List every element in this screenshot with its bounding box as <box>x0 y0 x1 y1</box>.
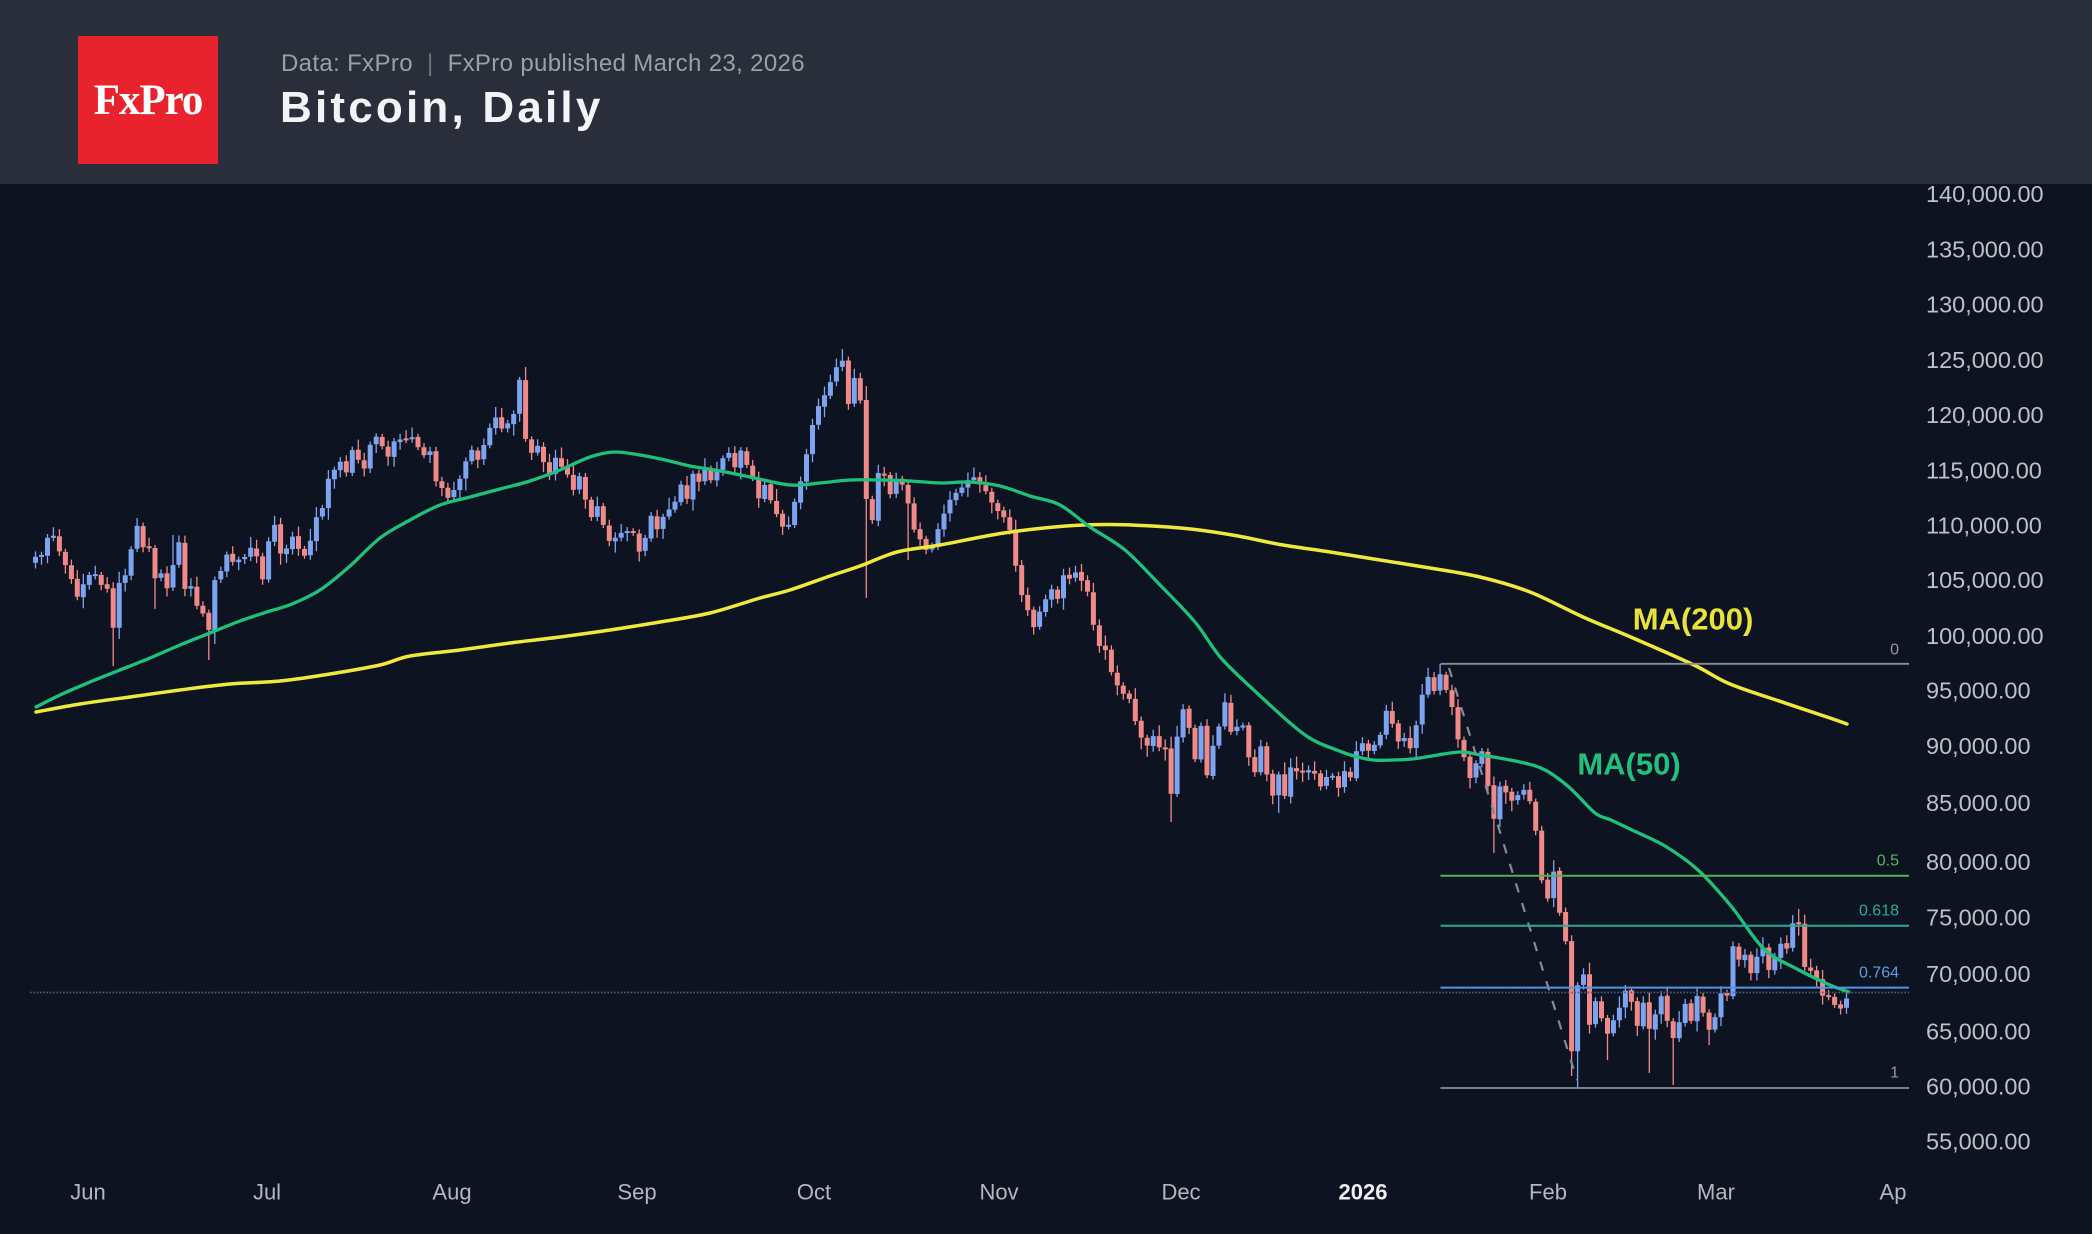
svg-text:90,000.00: 90,000.00 <box>1926 733 2031 759</box>
svg-text:Data: FxPro | FxPro publishe: Data: FxPro | FxPro published March 23, … <box>281 50 805 77</box>
svg-text:95,000.00: 95,000.00 <box>1926 677 2031 703</box>
svg-text:60,000.00: 60,000.00 <box>1926 1074 2031 1100</box>
svg-text:125,000.00: 125,000.00 <box>1926 347 2044 373</box>
svg-text:Aug: Aug <box>432 1180 471 1205</box>
svg-text:65,000.00: 65,000.00 <box>1926 1018 2031 1044</box>
svg-text:115,000.00: 115,000.00 <box>1926 458 2042 484</box>
svg-text:MA(200): MA(200) <box>1633 602 1754 637</box>
svg-text:Jul: Jul <box>253 1180 281 1205</box>
svg-text:Bitcoin, Daily: Bitcoin, Daily <box>280 83 604 132</box>
svg-text:135,000.00: 135,000.00 <box>1926 237 2044 263</box>
svg-text:MA(50): MA(50) <box>1577 747 1680 782</box>
svg-text:Feb: Feb <box>1529 1180 1567 1205</box>
svg-text:130,000.00: 130,000.00 <box>1926 292 2044 318</box>
svg-text:Oct: Oct <box>797 1180 831 1205</box>
svg-text:0.618: 0.618 <box>1859 903 1899 920</box>
svg-text:Sep: Sep <box>617 1180 656 1205</box>
svg-text:Dec: Dec <box>1161 1180 1200 1205</box>
svg-text:120,000.00: 120,000.00 <box>1926 402 2044 428</box>
svg-text:0.764: 0.764 <box>1859 965 1899 982</box>
svg-text:80,000.00: 80,000.00 <box>1926 849 2031 875</box>
svg-text:110,000.00: 110,000.00 <box>1926 512 2042 538</box>
svg-text:Nov: Nov <box>979 1180 1018 1205</box>
svg-text:100,000.00: 100,000.00 <box>1926 623 2044 649</box>
svg-text:1: 1 <box>1890 1065 1899 1082</box>
svg-text:55,000.00: 55,000.00 <box>1926 1129 2031 1155</box>
svg-text:70,000.00: 70,000.00 <box>1926 961 2031 987</box>
svg-text:Mar: Mar <box>1697 1180 1735 1205</box>
svg-text:Jun: Jun <box>70 1180 105 1205</box>
svg-text:0.5: 0.5 <box>1877 853 1899 870</box>
svg-text:0: 0 <box>1890 642 1899 659</box>
svg-text:140,000.00: 140,000.00 <box>1926 181 2044 207</box>
svg-text:85,000.00: 85,000.00 <box>1926 790 2031 816</box>
svg-text:Ap: Ap <box>1880 1180 1907 1205</box>
svg-text:FxPro: FxPro <box>94 77 203 124</box>
svg-text:2026: 2026 <box>1339 1180 1388 1205</box>
svg-text:75,000.00: 75,000.00 <box>1926 905 2031 931</box>
svg-text:105,000.00: 105,000.00 <box>1926 567 2044 593</box>
